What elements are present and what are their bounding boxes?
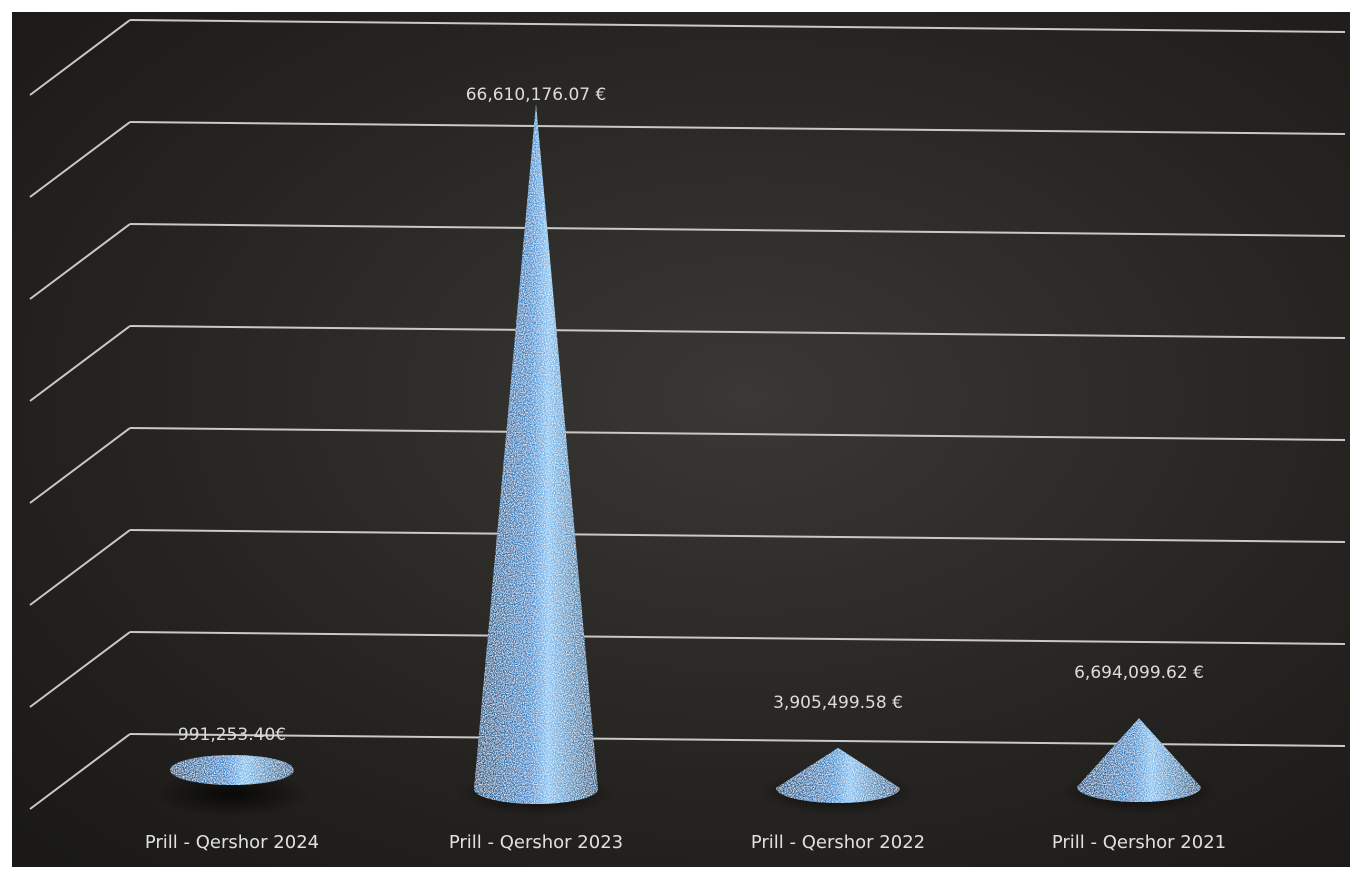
cone-bar xyxy=(776,747,900,803)
gridline-back xyxy=(129,223,1346,237)
gridline-side xyxy=(29,19,131,96)
gridline-back xyxy=(129,121,1346,135)
cone-shadow xyxy=(154,771,310,817)
gridline-back xyxy=(129,19,1346,33)
data-labels: 991,253.40€ 66,610,176.07 € 3,905,499.58 €… xyxy=(178,85,1204,745)
cone-bar xyxy=(474,104,598,804)
cone-bar xyxy=(1077,718,1201,802)
gridline-side xyxy=(29,529,131,606)
gridline-back xyxy=(129,529,1346,543)
gridline-side xyxy=(29,121,131,198)
data-label: 3,905,499.58 € xyxy=(773,693,903,713)
x-tick-label: Prill - Qershor 2021 xyxy=(1052,832,1226,853)
x-tick-label: Prill - Qershor 2023 xyxy=(449,832,623,853)
gridlines xyxy=(29,19,1346,810)
chart-background xyxy=(12,12,1350,867)
data-label: 6,694,099.62 € xyxy=(1074,663,1204,683)
x-tick-label: Prill - Qershor 2022 xyxy=(751,832,925,853)
gridline-back xyxy=(129,427,1346,441)
gridline-back xyxy=(129,631,1346,645)
gridline-side xyxy=(29,223,131,300)
data-label: 991,253.40€ xyxy=(178,725,286,745)
gridline-back xyxy=(129,325,1346,339)
cone-bars xyxy=(170,104,1201,804)
gridline-side xyxy=(29,631,131,708)
category-tick-labels: Prill - Qershor 2024 Prill - Qershor 2023… xyxy=(145,832,1226,853)
x-tick-label: Prill - Qershor 2024 xyxy=(145,832,319,853)
gridline-side xyxy=(29,325,131,402)
gridline-side xyxy=(29,733,131,810)
data-label: 66,610,176.07 € xyxy=(466,85,607,105)
cone-bar xyxy=(170,755,294,785)
gridline-side xyxy=(29,427,131,504)
